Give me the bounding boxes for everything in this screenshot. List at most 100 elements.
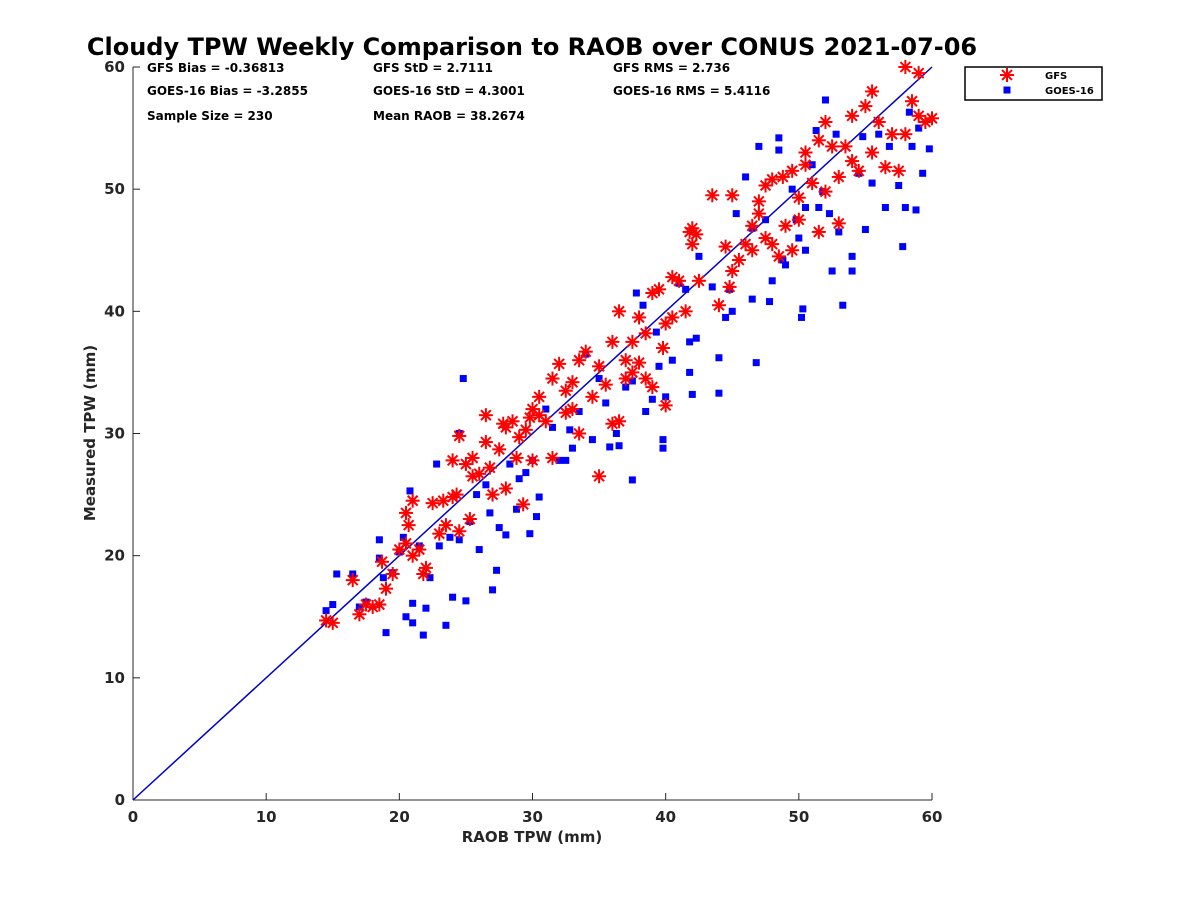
gfs-point	[592, 469, 607, 484]
gfs-point	[885, 127, 900, 142]
gfs-point	[898, 60, 913, 74]
gfs-point	[418, 560, 433, 575]
gfs-point	[791, 190, 806, 205]
gfs-point	[818, 184, 833, 199]
gfs-point	[658, 316, 673, 331]
goes16-point	[329, 601, 337, 609]
goes16-point	[899, 243, 907, 251]
goes16-point	[419, 631, 427, 639]
y-axis-label: Measured TPW (mm)	[81, 345, 99, 521]
goes16-point	[905, 108, 913, 116]
goes16-point	[668, 356, 676, 364]
goes16-point	[433, 460, 441, 468]
gfs-point	[445, 453, 460, 468]
goes16-point	[409, 599, 417, 607]
goes16-point	[446, 533, 454, 541]
gfs-point	[625, 365, 640, 380]
goes16-point	[801, 203, 809, 211]
gfs-point	[678, 304, 693, 319]
goes16-point	[715, 389, 723, 397]
goes16-point	[535, 493, 543, 501]
goes16-point	[848, 267, 856, 275]
goes16-point	[655, 362, 663, 370]
gfs-point	[465, 450, 480, 465]
gfs-point	[665, 310, 680, 325]
goes16-point	[686, 338, 694, 346]
gfs-point	[751, 194, 766, 209]
gfs-point	[722, 279, 737, 294]
goes16-point	[459, 375, 467, 383]
gfs-point	[516, 497, 531, 512]
goes16-point	[406, 487, 414, 495]
goes16-point	[482, 481, 490, 489]
goes16-point	[532, 513, 540, 521]
gfs-point	[645, 380, 660, 395]
gfs-point	[858, 99, 873, 114]
goes16-point	[742, 173, 750, 181]
gfs-point	[485, 487, 500, 502]
goes16-point	[355, 603, 363, 611]
gfs-point	[685, 237, 700, 252]
gfs-point	[538, 414, 553, 429]
gfs-point	[751, 206, 766, 221]
gfs-point	[452, 524, 467, 539]
goes16-point	[409, 619, 417, 627]
goes16-point	[462, 597, 470, 605]
gfs-point	[605, 334, 620, 349]
gfs-point	[545, 371, 560, 386]
gfs-point	[352, 607, 367, 622]
goes16-point	[762, 216, 770, 224]
goes16-point	[875, 130, 883, 138]
gfs-point	[572, 353, 587, 368]
gfs-rms-text: GFS RMS = 2.736	[613, 61, 730, 75]
gfs-point	[552, 356, 567, 371]
gfs-point	[905, 94, 920, 109]
goes16-point	[801, 246, 809, 254]
gfs-point	[638, 371, 653, 386]
gfs-point	[612, 414, 627, 429]
goes16-point	[788, 185, 796, 193]
legend: GFS GOES-16	[964, 66, 1103, 101]
goes16-point	[542, 405, 550, 413]
gfs-point	[771, 249, 786, 264]
goes16-point	[748, 295, 756, 303]
goes16-point	[422, 604, 430, 612]
legend-gfs-asterisk	[1000, 68, 1014, 82]
goes16-point	[766, 298, 774, 306]
gfs-point	[831, 216, 846, 231]
gfs-std-text: GFS StD = 2.7111	[373, 61, 493, 75]
goes16-point	[486, 509, 494, 517]
gfs-point	[845, 108, 860, 123]
gfs-point	[645, 286, 660, 301]
gfs-point	[851, 163, 866, 178]
goes16-point	[399, 533, 407, 541]
goes16-point	[652, 328, 660, 336]
y-tick-label: 50	[104, 180, 125, 198]
gfs-point	[449, 487, 464, 502]
gfs-point	[505, 414, 520, 429]
goes16-point	[775, 134, 783, 142]
goes16-point	[522, 469, 530, 477]
axes: 0 10 20 30 40 50 60 0 10 20 30 40 50 60	[104, 58, 942, 826]
gfs-point	[612, 304, 627, 319]
legend-gfs-marker	[1000, 68, 1014, 82]
gfs-point	[532, 389, 547, 404]
gfs-point	[765, 172, 780, 187]
goes16-point	[562, 456, 570, 464]
gfs-point	[791, 212, 806, 227]
y-tick-label: 20	[104, 547, 125, 565]
goes16-point	[632, 289, 640, 297]
mean-raob-text: Mean RAOB = 38.2674	[373, 109, 525, 123]
y-tick-label: 30	[104, 425, 125, 443]
goes16-point	[495, 524, 503, 532]
goes16-point	[925, 145, 933, 153]
goes16-point	[639, 301, 647, 309]
goes16-point	[715, 354, 723, 362]
goes16-point	[455, 536, 463, 544]
goes16-point	[688, 390, 696, 398]
goes16-point	[839, 301, 847, 309]
gfs-point	[482, 460, 497, 475]
legend-box	[964, 66, 1103, 101]
goes16-point	[815, 203, 823, 211]
